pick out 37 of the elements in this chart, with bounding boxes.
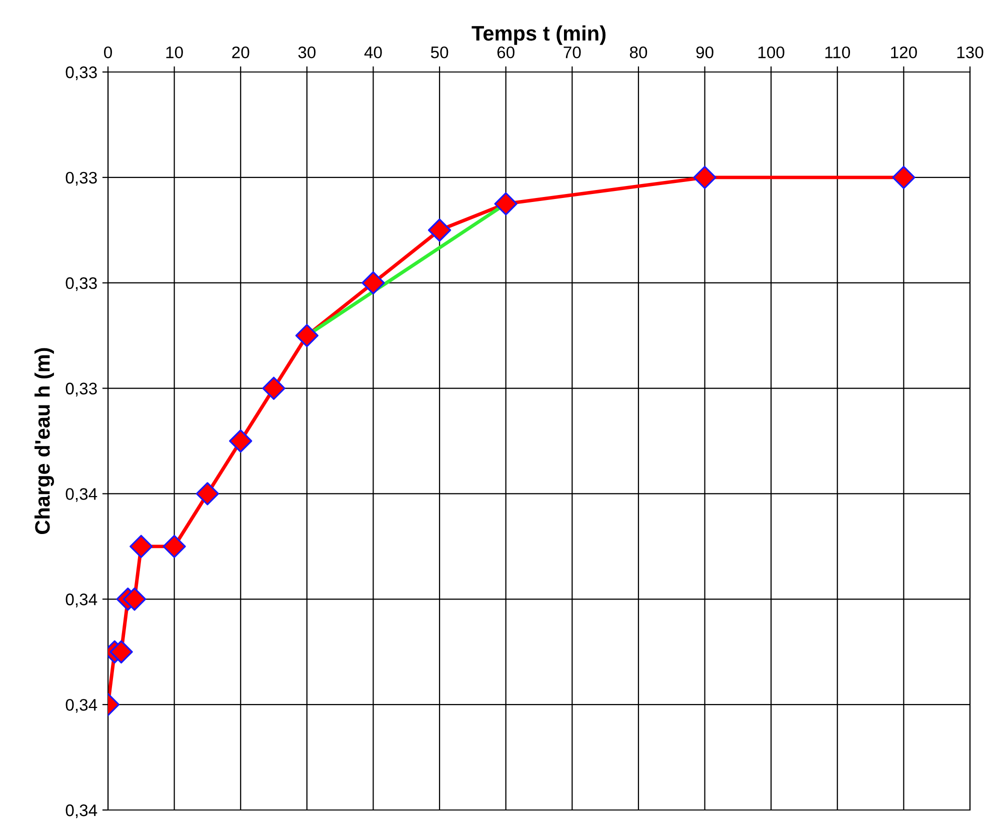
point [494, 192, 518, 216]
x-tick-label: 90 [696, 46, 714, 58]
x-tick-label: 110 [825, 46, 850, 58]
point [362, 271, 385, 294]
point [110, 640, 133, 664]
point [262, 376, 286, 400]
x-axis-title: Temps t (min) [472, 25, 606, 45]
y-tick-label: 0,33 [66, 382, 97, 396]
point [162, 534, 186, 558]
x-tick-label: 10 [166, 46, 183, 58]
y-tick-label: 0,34 [66, 698, 98, 713]
point [295, 324, 319, 348]
x-tick-label: 70 [564, 46, 581, 58]
x-tick-label: 30 [298, 46, 316, 58]
x-tick-label: 130 [957, 46, 984, 58]
point [428, 218, 452, 242]
point [693, 166, 716, 190]
point [892, 166, 916, 190]
x-tick-label: 100 [758, 46, 784, 58]
x-tick-label: 50 [430, 46, 448, 58]
x-tick-label: 0 [104, 46, 112, 58]
x-tick-label: 60 [497, 46, 514, 58]
x-tick-label: 20 [232, 46, 250, 58]
y-axis-title: Charge d'eau h (m) [34, 348, 54, 534]
x-tick-label: 120 [891, 46, 917, 58]
y-tick-label: 0,33 [66, 277, 97, 292]
y-tick-label: 0,33 [66, 66, 97, 80]
y-tick-label: 0,34 [66, 488, 98, 502]
point [196, 482, 220, 506]
y-tick-label: 0,34 [66, 594, 98, 608]
point [229, 429, 252, 453]
point [122, 588, 146, 611]
x-tick-label: 40 [364, 46, 382, 58]
point [130, 534, 153, 558]
x-tick-label: 80 [630, 46, 648, 58]
y-tick-label: 0,33 [66, 172, 97, 186]
y-tick-label: 0,34 [66, 804, 98, 818]
